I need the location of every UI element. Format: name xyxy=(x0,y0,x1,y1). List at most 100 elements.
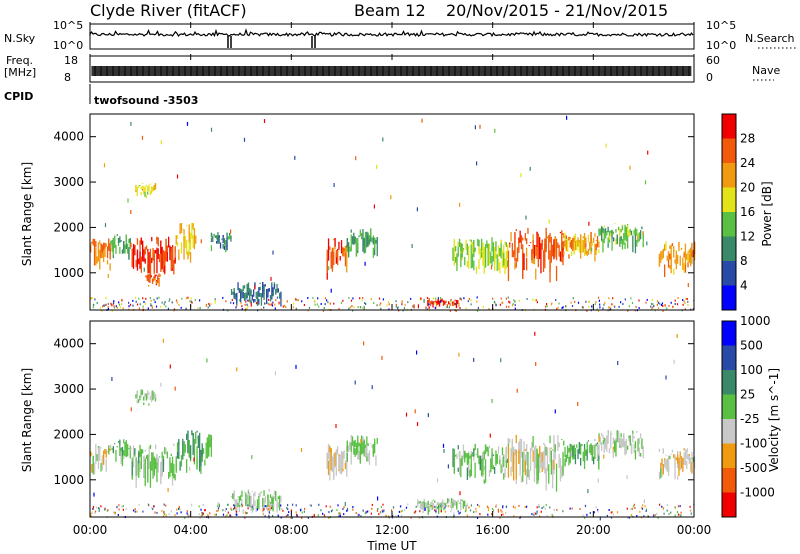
range-time-cell-region-11 xyxy=(590,443,592,452)
range-time-cell-ground xyxy=(329,505,331,508)
range-time-cell-region-4 xyxy=(136,399,138,404)
range-time-cell-ground xyxy=(546,305,548,308)
range-time-cell-region-6 xyxy=(340,451,343,474)
range-time-cell-ground xyxy=(247,504,249,507)
range-time-cell-ground xyxy=(500,509,502,512)
range-time-cell-ground xyxy=(209,304,211,307)
range-time-cell-region-13 xyxy=(670,453,672,455)
range-time-cell-region-5 xyxy=(148,184,150,191)
range-time-cell-region-3 xyxy=(176,451,179,459)
range-time-cell-ground xyxy=(536,510,538,513)
range-time-cell-region-14 xyxy=(621,239,624,250)
range-time-cell-region-11 xyxy=(507,244,509,247)
range-time-cell-region-11 xyxy=(495,241,497,251)
range-time-cell-ground xyxy=(301,511,303,514)
range-time-cell-ground xyxy=(282,509,284,512)
range-time-cell-region-15 xyxy=(683,251,685,254)
range-time-cell-region-1 xyxy=(111,243,113,252)
range-time-cell-ground xyxy=(400,505,403,507)
range-time-cell-ground xyxy=(581,306,583,309)
range-time-cell-ground xyxy=(164,513,166,516)
range-time-cell-ground xyxy=(419,510,421,513)
range-time-cell-ground xyxy=(588,301,590,303)
range-time-cell-region-14 xyxy=(619,237,621,245)
range-time-cell-region-0 xyxy=(95,443,97,463)
range-time-cell-region-12 xyxy=(549,232,551,243)
range-time-cell-ground xyxy=(653,305,655,308)
range-time-cell-region-7 xyxy=(358,442,360,447)
range-time-cell-scatter xyxy=(416,422,419,427)
range-time-cell-ground xyxy=(233,504,235,507)
range-time-cell-ground xyxy=(222,513,225,516)
range-time-cell-region-2 xyxy=(157,458,159,468)
colorbar-frame xyxy=(721,320,737,518)
range-time-cell-ground xyxy=(468,297,470,300)
range-time-cell-region-3 xyxy=(186,459,188,473)
range-time-cell-ground xyxy=(448,306,450,309)
range-time-cell-ground xyxy=(642,504,644,507)
range-time-cell-region-11 xyxy=(582,451,584,462)
range-time-cell-ground xyxy=(628,305,630,308)
range-time-cell-region-1 xyxy=(114,235,116,249)
x-tick-label: 00:00 xyxy=(677,523,712,537)
range-time-cell-scatter xyxy=(160,140,162,145)
range-time-cell-region-14 xyxy=(607,226,609,233)
range-time-cell-scatter xyxy=(479,124,481,129)
range-time-cell-scatter xyxy=(169,364,171,369)
range-time-cell-region-12 xyxy=(598,435,600,442)
range-time-cell-region-8 xyxy=(329,246,331,251)
range-time-cell-scatter xyxy=(354,380,356,385)
range-time-cell-ground xyxy=(271,507,274,510)
range-time-cell-region-6 xyxy=(223,245,226,250)
range-time-cell-region-7 xyxy=(259,286,261,291)
range-time-cell-ground xyxy=(470,299,472,302)
range-time-cell-ground xyxy=(439,300,441,303)
range-time-cell-region-10 xyxy=(444,302,446,305)
range-time-cell-ground xyxy=(425,306,427,309)
range-time-cell-region-5 xyxy=(277,496,279,500)
range-time-cell-ground xyxy=(268,504,270,507)
range-time-cell-region-7 xyxy=(253,289,255,297)
range-time-cell-region-9 xyxy=(507,458,509,463)
range-time-cell-region-9 xyxy=(492,465,494,470)
date-range: 20/Nov/2015 - 21/Nov/2015 xyxy=(446,1,668,20)
range-time-cell-region-12 xyxy=(516,247,519,262)
range-time-cell-region-12 xyxy=(557,242,559,248)
range-time-cell-ground xyxy=(92,507,94,510)
range-time-cell-ground xyxy=(509,301,511,304)
range-time-cell-region-14 xyxy=(627,224,629,226)
range-time-cell-region-5 xyxy=(259,492,261,497)
range-time-cell-ground xyxy=(129,303,132,306)
range-time-cell-region-2 xyxy=(149,248,152,260)
range-time-cell-ground xyxy=(361,306,363,309)
range-time-cell-ground xyxy=(458,512,460,515)
range-time-cell-ground xyxy=(276,296,279,299)
range-time-cell-region-6 xyxy=(346,453,348,477)
range-time-cell-region-7 xyxy=(243,285,246,289)
range-time-cell-region-15 xyxy=(664,264,666,278)
range-time-cell-region-10 xyxy=(526,444,528,466)
range-time-cell-ground xyxy=(533,511,535,514)
range-time-cell-ground xyxy=(636,515,638,517)
range-time-cell-region-7 xyxy=(266,289,268,304)
range-time-cell-region-6 xyxy=(340,469,343,475)
range-time-cell-scatter xyxy=(363,305,365,310)
range-time-cell-region-0 xyxy=(92,238,94,246)
range-time-cell-region-0 xyxy=(95,241,97,248)
range-time-cell-region-7 xyxy=(367,453,369,462)
range-time-cell-ground xyxy=(505,305,508,308)
range-time-cell-ground xyxy=(151,507,153,510)
range-time-cell-region-9 xyxy=(361,232,363,240)
range-time-cell-ground xyxy=(260,308,262,311)
range-time-cell-ground xyxy=(664,304,666,306)
range-time-cell-ground xyxy=(513,515,515,518)
range-time-cell-ground xyxy=(514,300,516,303)
range-time-cell-region-14 xyxy=(623,232,625,245)
range-time-cell-scatter xyxy=(381,355,383,360)
range-time-cell-scatter xyxy=(141,135,144,140)
range-time-cell-ground xyxy=(686,298,688,300)
x-axis-ticks: 00:00 04:00 08:00 12:00 16:00 20:00 00:00 xyxy=(73,22,712,537)
range-time-cell-region-12 xyxy=(599,436,601,445)
range-time-cell-ground xyxy=(491,513,493,516)
range-time-cell-region-11 xyxy=(452,247,454,261)
